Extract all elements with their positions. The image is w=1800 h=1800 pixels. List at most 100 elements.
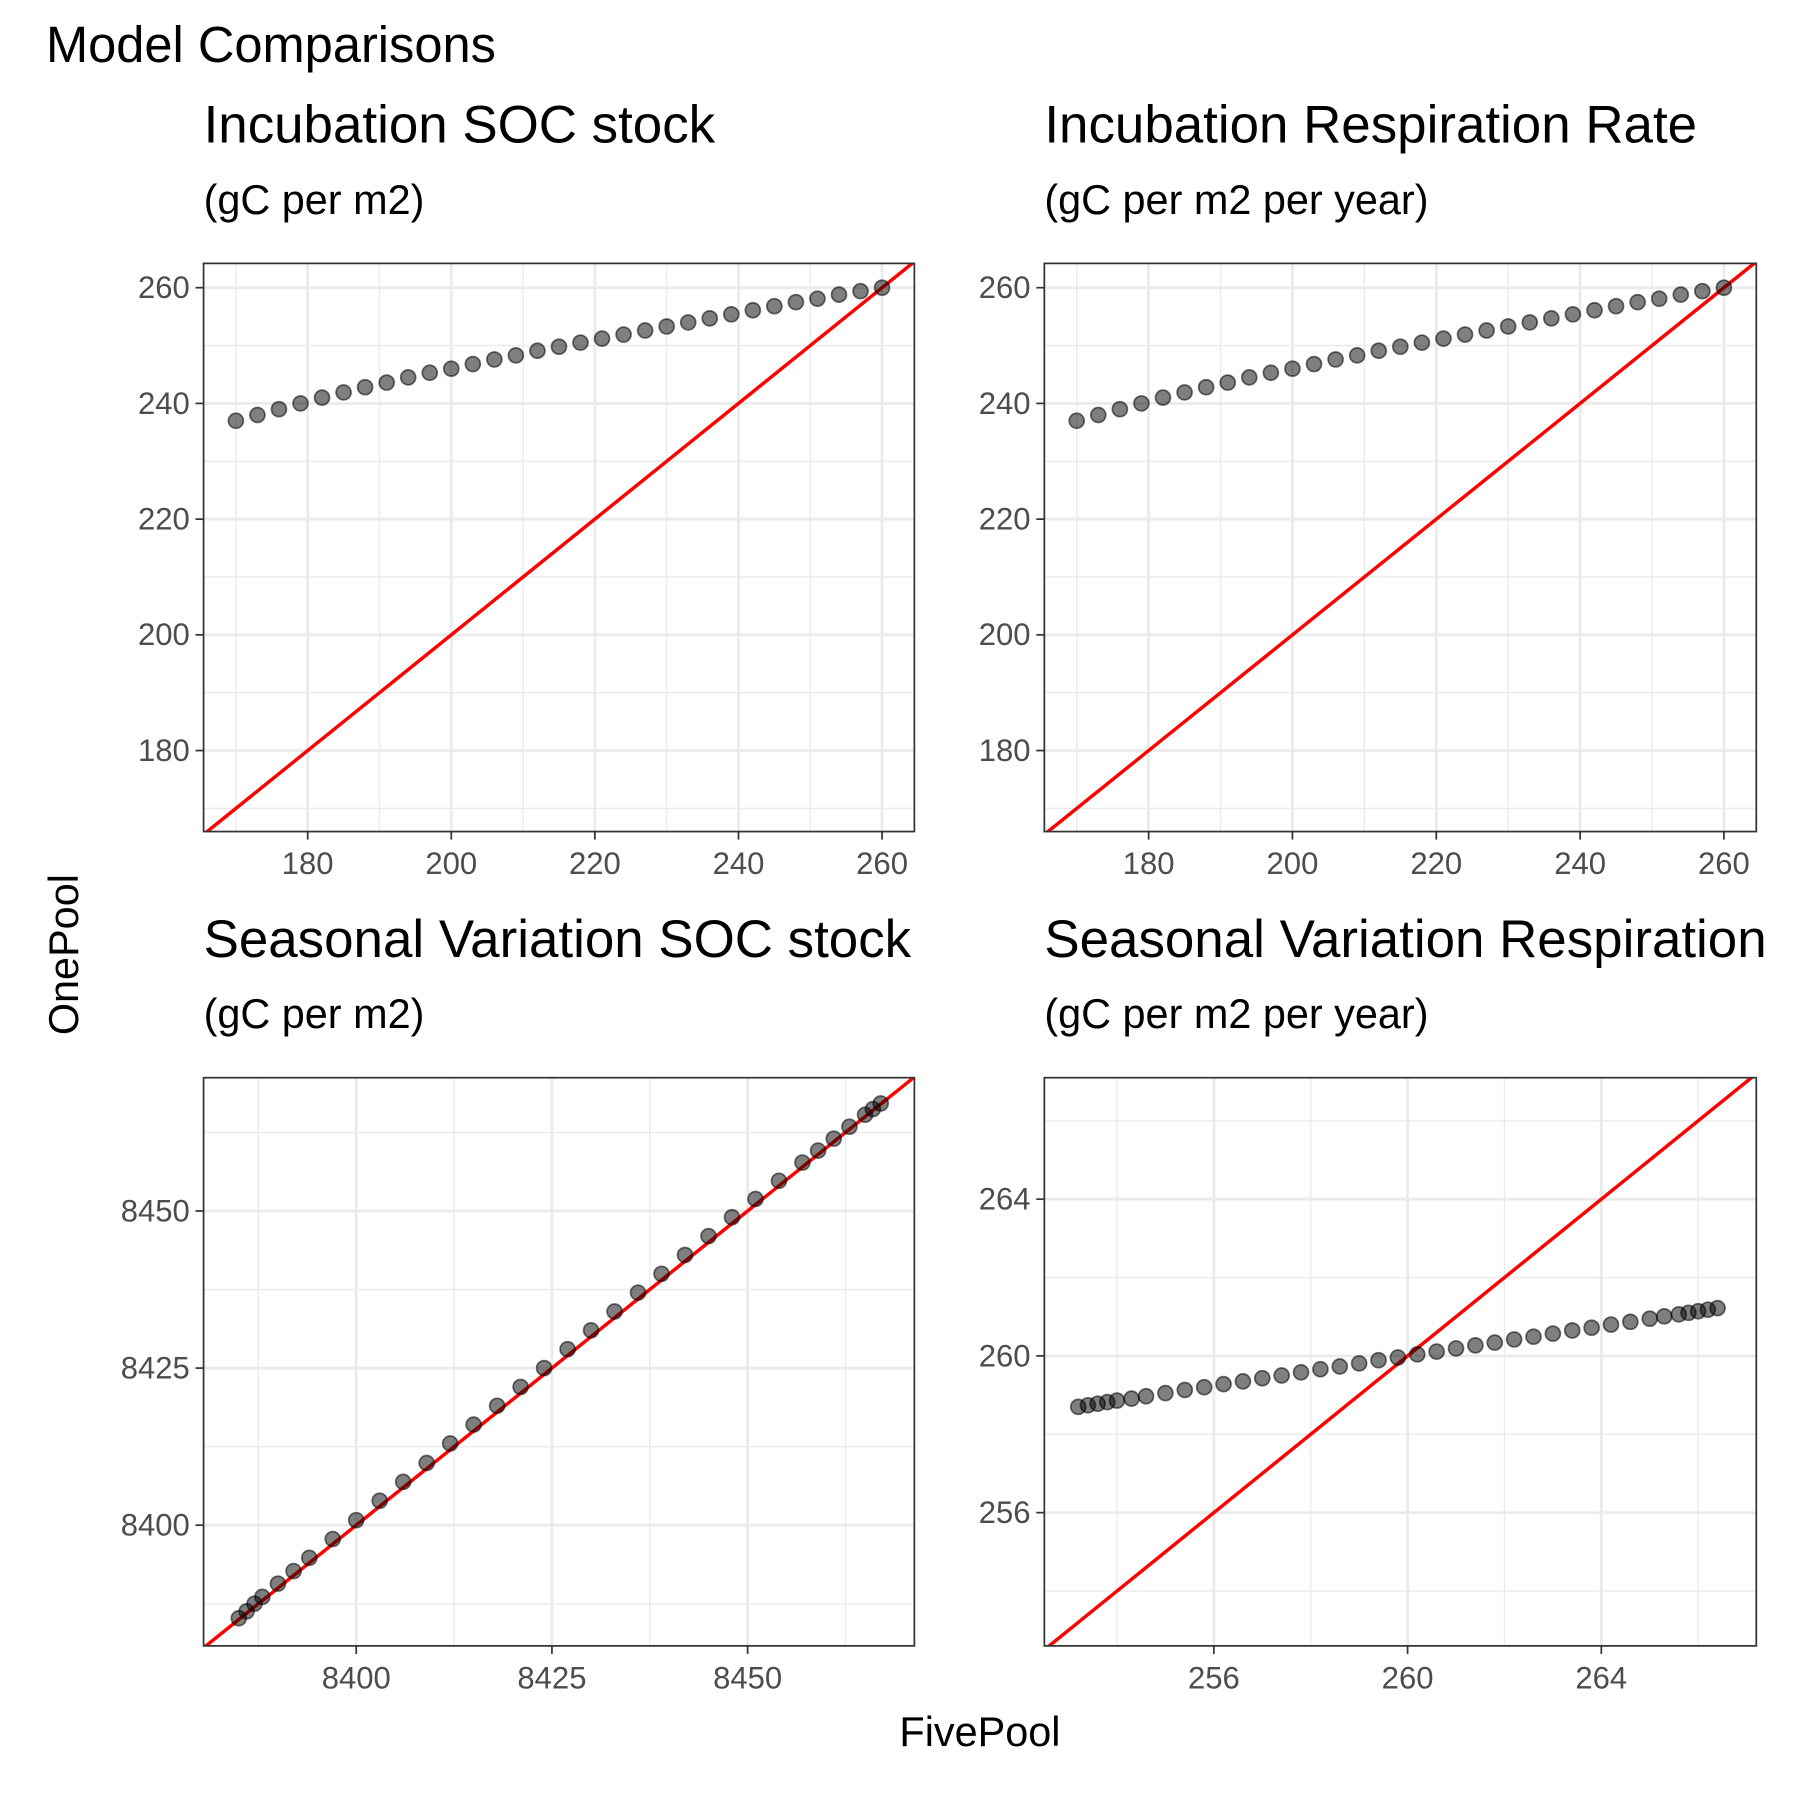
- point: [1312, 1360, 1329, 1378]
- point: [1389, 1349, 1407, 1366]
- point: [1428, 1343, 1445, 1360]
- point: [872, 1095, 890, 1112]
- point: [1583, 1319, 1600, 1337]
- point: [1331, 1358, 1349, 1375]
- point: [1607, 297, 1625, 315]
- point: [1370, 1351, 1387, 1369]
- x-tick-label: 260: [1698, 846, 1750, 881]
- y-tick-label: 240: [138, 386, 190, 421]
- y-tick-label: 180: [138, 733, 190, 768]
- point: [1413, 334, 1431, 351]
- point: [770, 1172, 788, 1190]
- panel: [1044, 1077, 1757, 1646]
- point: [270, 400, 288, 418]
- point: [1133, 395, 1150, 412]
- point: [1715, 279, 1733, 297]
- point: [465, 1416, 482, 1433]
- point: [1564, 305, 1582, 323]
- point: [253, 1588, 271, 1606]
- point: [399, 369, 417, 386]
- point: [292, 395, 309, 412]
- point: [227, 412, 245, 430]
- point: [1655, 1307, 1673, 1325]
- point: [1391, 338, 1409, 356]
- x-tick-label: 240: [1554, 846, 1606, 881]
- point: [1435, 330, 1452, 347]
- point: [1234, 1373, 1252, 1390]
- panel-title: Seasonal Variation SOC stock: [204, 910, 912, 969]
- x-tick-label: 200: [1267, 846, 1319, 881]
- y-tick-label: 260: [979, 1338, 1031, 1373]
- y-tick-label: 256: [979, 1495, 1031, 1530]
- point: [1602, 1316, 1620, 1333]
- x-tick-label: 256: [1188, 1660, 1240, 1695]
- point: [1544, 1325, 1562, 1342]
- x-tick-label: 180: [282, 846, 334, 881]
- point: [1650, 290, 1668, 308]
- point: [1240, 369, 1258, 386]
- x-tick-label: 260: [1382, 1660, 1434, 1695]
- point: [787, 293, 805, 311]
- point: [1284, 360, 1301, 378]
- point: [1672, 286, 1690, 303]
- panel-title: Seasonal Variation Respiration: [1044, 910, 1766, 969]
- point: [441, 1435, 459, 1452]
- point: [1273, 1367, 1291, 1384]
- point: [1154, 389, 1172, 406]
- y-tick-label: 200: [138, 617, 190, 652]
- point: [559, 1340, 576, 1358]
- panel-border: [202, 262, 916, 833]
- point: [313, 389, 331, 406]
- point: [1499, 318, 1517, 335]
- point: [1111, 400, 1129, 418]
- point: [1219, 374, 1237, 391]
- x-tick-label: 220: [569, 846, 621, 881]
- point: [1176, 1381, 1194, 1399]
- point: [285, 1562, 302, 1580]
- panel: [1044, 263, 1757, 832]
- point: [794, 1154, 811, 1171]
- point: [629, 1284, 647, 1301]
- point: [512, 1378, 529, 1396]
- point: [1292, 1364, 1310, 1381]
- point: [1262, 364, 1280, 382]
- point: [615, 326, 632, 343]
- y-tick-label: 240: [979, 386, 1031, 421]
- x-tick-label: 260: [856, 846, 908, 881]
- point: [269, 1575, 287, 1592]
- y-tick-label: 264: [979, 1182, 1031, 1217]
- panel-border: [1043, 1076, 1758, 1647]
- point: [442, 360, 460, 378]
- y-tick-label: 8425: [121, 1350, 190, 1385]
- point: [300, 1549, 318, 1567]
- y-axis-label: OnePool: [41, 874, 87, 1035]
- point: [1525, 1328, 1542, 1346]
- point: [464, 355, 482, 373]
- panel-subtitle: (gC per m2 per year): [1044, 177, 1428, 223]
- point: [676, 1246, 694, 1264]
- point: [550, 338, 568, 356]
- point: [722, 305, 740, 323]
- y-tick-label: 260: [138, 270, 190, 305]
- x-tick-label: 180: [1123, 846, 1175, 881]
- point: [723, 1208, 741, 1226]
- point: [701, 310, 719, 327]
- x-tick-label: 8400: [322, 1660, 391, 1695]
- point: [1456, 326, 1474, 343]
- y-tick-label: 8450: [121, 1193, 190, 1228]
- point: [582, 1322, 600, 1339]
- point: [1215, 1375, 1232, 1393]
- point: [1197, 378, 1215, 396]
- point: [830, 286, 848, 303]
- panel-subtitle: (gC per m2): [204, 991, 425, 1037]
- point: [1629, 293, 1646, 311]
- panel-title: Incubation SOC stock: [204, 96, 716, 155]
- point: [356, 378, 374, 396]
- panel-subtitle: (gC per m2 per year): [1044, 991, 1428, 1037]
- panel: [203, 1077, 915, 1646]
- point: [1176, 384, 1193, 401]
- panel-subtitle: (gC per m2): [204, 177, 425, 223]
- point: [529, 342, 546, 360]
- point: [1563, 1322, 1581, 1339]
